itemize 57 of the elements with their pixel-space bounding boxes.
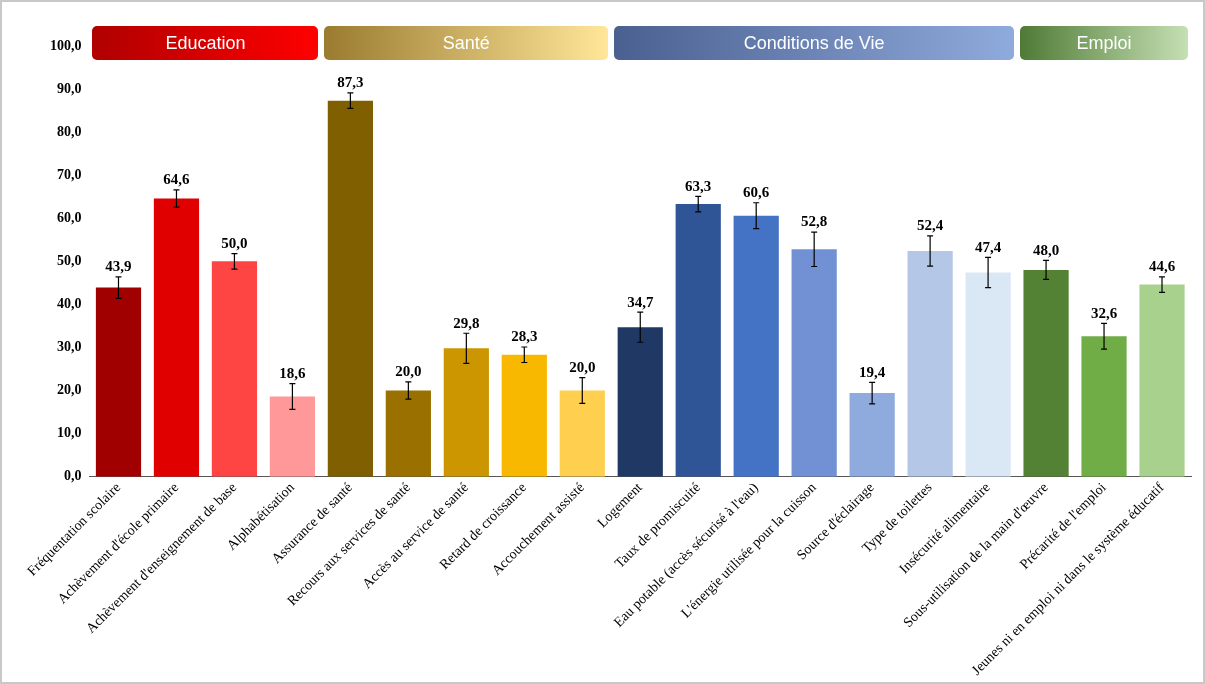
bar xyxy=(269,396,316,477)
data-label: 47,4 xyxy=(974,238,1002,255)
annotation: Education xyxy=(165,32,246,54)
data-label: 29,8 xyxy=(453,314,480,331)
bar xyxy=(153,198,200,477)
data-label: 60,6 xyxy=(743,184,770,201)
y-tick-label: 20,0 xyxy=(57,382,82,398)
bar xyxy=(849,393,895,477)
bar xyxy=(907,250,953,477)
group-header-box: Education xyxy=(92,26,319,60)
data-label: 18,6 xyxy=(279,364,307,381)
y-tick-label: 30,0 xyxy=(57,339,82,355)
bar xyxy=(327,100,373,477)
data-label: 32,6 xyxy=(1090,304,1118,321)
y-tick-label: 40,0 xyxy=(57,295,82,311)
bar xyxy=(385,390,431,477)
bar xyxy=(1139,284,1185,477)
data-label: 34,7 xyxy=(627,293,654,310)
bar xyxy=(443,348,489,477)
group-header-box: Conditions de Vie xyxy=(614,26,1015,60)
annotation: Emploi xyxy=(1076,32,1132,54)
bar xyxy=(791,249,837,477)
data-label: 44,6 xyxy=(1148,258,1176,275)
data-label: 28,3 xyxy=(511,328,538,345)
bar xyxy=(965,272,1011,477)
y-tick-label: 70,0 xyxy=(57,166,82,182)
data-label: 20,0 xyxy=(569,358,596,375)
group-header-box: Emploi xyxy=(1019,26,1189,60)
annotation: Conditions de Vie xyxy=(743,32,885,54)
bar xyxy=(501,354,547,477)
bar xyxy=(95,287,142,477)
bar xyxy=(617,327,663,477)
bar xyxy=(1081,336,1127,477)
data-label: 19,4 xyxy=(859,363,886,380)
data-label: 87,3 xyxy=(337,74,364,91)
y-tick-label: 60,0 xyxy=(57,209,82,225)
data-label: 43,9 xyxy=(105,258,132,275)
data-label: 52,4 xyxy=(916,217,944,234)
annotation: Santé xyxy=(442,32,490,54)
bar xyxy=(559,390,605,477)
bar xyxy=(211,261,258,477)
y-tick-label: 50,0 xyxy=(57,252,82,268)
data-label: 64,6 xyxy=(163,171,191,188)
y-tick-label: 80,0 xyxy=(57,123,82,139)
data-label: 52,8 xyxy=(801,213,828,230)
y-tick-label: 100,0 xyxy=(50,37,82,53)
data-label: 48,0 xyxy=(1032,241,1060,258)
y-tick-label: 0,0 xyxy=(64,468,82,484)
y-tick-label: 90,0 xyxy=(57,80,82,96)
data-label: 50,0 xyxy=(221,234,248,251)
y-tick-label: 10,0 xyxy=(57,425,82,441)
group-header-box: Santé xyxy=(324,26,609,60)
bar xyxy=(1023,269,1069,477)
data-label: 20,0 xyxy=(395,363,422,380)
bar xyxy=(675,204,721,477)
data-label: 63,3 xyxy=(685,177,712,194)
bar xyxy=(733,215,779,477)
